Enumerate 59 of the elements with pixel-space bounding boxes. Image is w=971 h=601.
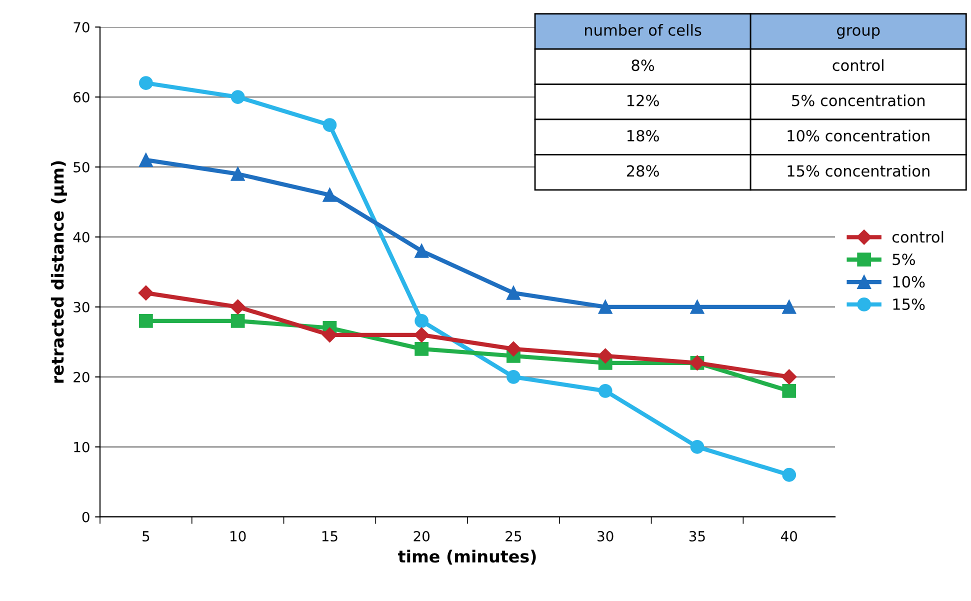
x-tick-label: 30 (598, 530, 614, 542)
y-tick-label: 0 (82, 512, 90, 522)
x-tick-label: 40 (780, 530, 798, 542)
point (414, 342, 429, 356)
point (598, 300, 612, 314)
point (414, 244, 429, 258)
point (598, 384, 612, 398)
legend-label: control (892, 230, 944, 243)
annotation: number of cells (585, 24, 702, 36)
point (414, 314, 429, 328)
text: group (837, 27, 880, 39)
point (138, 285, 154, 301)
y-tick-label: 40 (73, 232, 90, 242)
point (414, 327, 430, 342)
y-axis-title: retracted distance (µm) (50, 161, 68, 383)
x-tick-label: 10 (230, 530, 246, 542)
annotation: 28% (626, 165, 659, 177)
annotation: 5% concentration (792, 94, 925, 106)
x-tick-label: 35 (689, 530, 705, 542)
point (322, 327, 338, 342)
annotation: 15% concentration (788, 164, 930, 177)
point (506, 370, 520, 384)
annotation: 12% (628, 94, 659, 106)
y-tick-label: 10 (74, 442, 90, 452)
y-tick-label: 60 (74, 92, 90, 102)
point (139, 314, 153, 328)
point (230, 299, 246, 315)
legend-label: 10% (893, 276, 925, 288)
y-tick-label: 70 (74, 22, 90, 33)
annotation: 18% (628, 130, 659, 142)
point (230, 314, 245, 328)
annotation: 8% (632, 60, 654, 72)
point (139, 76, 153, 90)
legend-label: 5% (892, 254, 915, 266)
point (690, 440, 704, 454)
y-tick-label: 30 (74, 302, 90, 312)
point (322, 188, 337, 202)
point (506, 286, 520, 300)
x-tick-label: 25 (506, 530, 522, 542)
point (139, 153, 153, 167)
x-axis-title: time (minutes) (398, 550, 536, 565)
legend-label: 15% (893, 298, 925, 310)
point (598, 348, 613, 364)
point (506, 341, 522, 356)
point (782, 300, 796, 314)
y-tick-label: 20 (74, 372, 90, 382)
y-tick-label: 50 (74, 162, 90, 172)
point (230, 167, 245, 181)
annotation: 10% concentration (788, 130, 930, 142)
x-tick-label: 15 (322, 531, 338, 542)
point (782, 369, 797, 384)
x-tick-label: 20 (414, 530, 430, 542)
point (322, 118, 337, 132)
point (782, 468, 796, 482)
annotation: control (832, 59, 884, 72)
point (782, 384, 796, 398)
point (230, 90, 245, 104)
point (690, 300, 704, 314)
x-tick-label: 5 (142, 531, 150, 542)
